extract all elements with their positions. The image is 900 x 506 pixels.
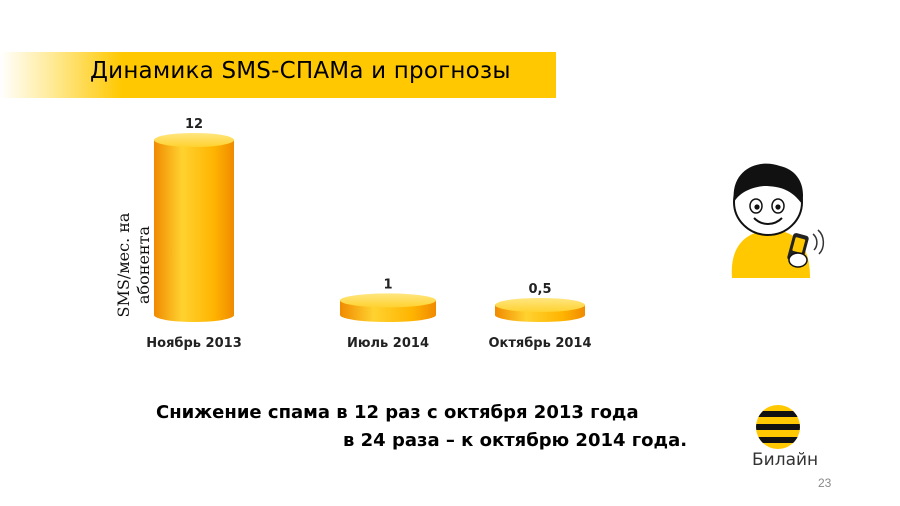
bar-value-label: 1 [383,277,392,292]
title-band: Динамика SMS-СПАМа и прогнозы [0,52,556,98]
bar-body [154,140,234,322]
bar-1 [154,133,234,322]
title-band-gradient [0,52,556,98]
page-number: 23 [818,476,832,490]
bar-2 [340,293,436,322]
logo-text: Билайн [752,450,819,470]
bar-top [154,133,234,147]
summary-line-2: в 24 раза – к октябрю 2014 года. [343,430,688,451]
bar-value-label: 12 [185,117,203,132]
category-label: Ноябрь 2013 [146,336,241,351]
slide-title: Динамика SMS-СПАМа и прогнозы [90,58,511,84]
bar-value-label: 0,5 [528,282,551,297]
bar-chart: 12 Ноябрь 2013 1 Июль 2014 0,5 Октябрь 2014 [146,117,591,351]
bar-3 [495,298,585,322]
bar-top [340,293,436,308]
category-label: Июль 2014 [347,336,429,351]
y-axis-label: SMS/мес. на абонента [114,212,153,318]
beeline-logo-icon [756,405,800,449]
category-label: Октябрь 2014 [488,336,591,351]
summary-line-1: Снижение спама в 12 раз с октября 2013 г… [156,402,639,423]
mascot-with-phone-icon [731,163,825,278]
bar-top [495,298,585,312]
